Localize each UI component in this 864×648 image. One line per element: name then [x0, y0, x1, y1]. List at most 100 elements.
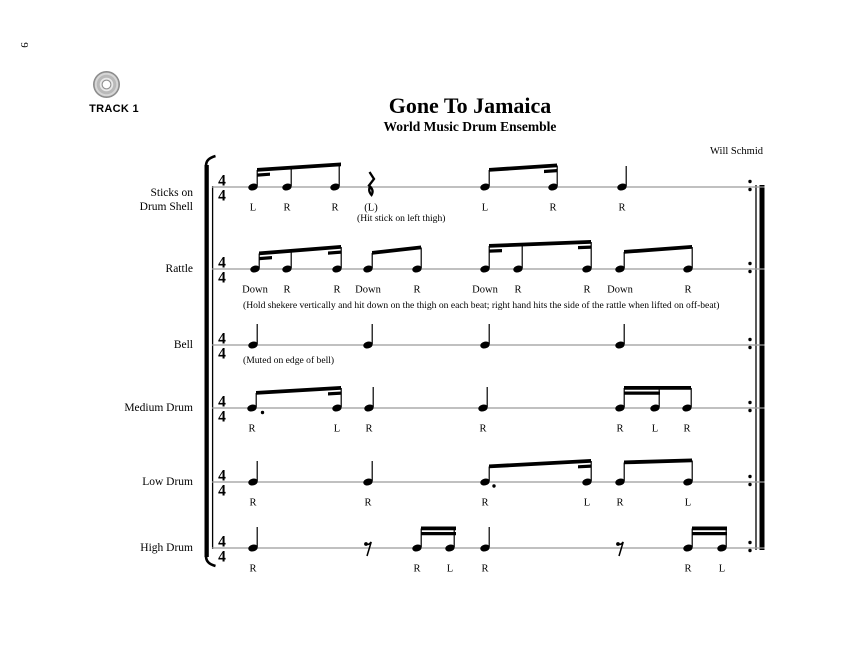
notehead — [480, 544, 490, 552]
repeat-dot — [748, 261, 752, 266]
notehead — [282, 265, 292, 273]
staff-label: Low Drum — [142, 476, 193, 488]
notehead — [478, 404, 488, 412]
repeat-dot — [748, 337, 752, 342]
beam-hook — [328, 250, 341, 255]
sticking-label: R — [413, 285, 420, 296]
time-signature-bottom: 4 — [218, 483, 226, 500]
sticking-label: R — [583, 285, 590, 296]
sticking-label: L — [334, 424, 340, 435]
staff-label: Medium Drum — [124, 402, 193, 414]
performance-note: (Muted on edge of bell) — [243, 355, 334, 366]
time-signature-bottom: 4 — [218, 270, 226, 287]
repeat-dot — [748, 540, 752, 545]
sticking-label: R — [481, 564, 488, 575]
performance-note: (Hit stick on left thigh) — [357, 213, 445, 224]
sticking-label: Down — [607, 285, 633, 296]
sticking-label: R — [249, 564, 256, 575]
track-label: TRACK 1 — [89, 103, 139, 115]
performance-note: (Hold shekere vertically and hit down on… — [243, 300, 719, 311]
notehead — [717, 544, 727, 552]
sticking-label: L — [447, 564, 453, 575]
notehead — [480, 265, 490, 273]
notehead — [548, 183, 558, 191]
bracket-tip-bottom — [204, 555, 216, 568]
sticking-label: R — [618, 203, 625, 214]
notehead — [332, 404, 342, 412]
sticking-label: R — [249, 498, 256, 509]
sticking-label: R — [248, 424, 255, 435]
quarter-rest — [367, 171, 376, 197]
staff-high-drum: High Drum 44 R R L R R L — [140, 526, 765, 575]
sticking-label: Down — [355, 285, 381, 296]
beam-hook — [489, 249, 502, 253]
sticking-label: Down — [472, 285, 498, 296]
staff-low-drum: Low Drum 44 R R R L R L — [142, 458, 765, 509]
time-signature-top: 4 — [218, 534, 226, 551]
notehead — [615, 478, 625, 486]
notehead — [363, 341, 373, 349]
beam-hook — [257, 172, 270, 177]
sticking-label: R — [333, 285, 340, 296]
sticking-label: R — [684, 285, 691, 296]
sticking-label: L — [584, 498, 590, 509]
sticking-label: R — [283, 203, 290, 214]
time-signature-top: 4 — [218, 394, 226, 411]
beam-hook — [544, 169, 557, 174]
beam — [624, 245, 692, 254]
staff-bell: Bell 44 (Muted on edge of bell) — [174, 324, 765, 366]
repeat-dot — [748, 269, 752, 274]
beam-hook — [624, 391, 660, 395]
repeat-dot — [748, 179, 752, 184]
staff-label: Sticks on — [151, 187, 194, 199]
time-signature-bottom: 4 — [218, 346, 226, 363]
time-signature-bottom: 4 — [218, 188, 226, 205]
beam — [421, 526, 456, 531]
sticking-label: R — [616, 498, 623, 509]
notehead — [363, 265, 373, 273]
sticking-label: R — [364, 498, 371, 509]
sticking-label: Down — [242, 285, 268, 296]
beam-hook — [421, 532, 456, 536]
notehead — [615, 265, 625, 273]
notehead — [683, 544, 693, 552]
ensemble-subtitle: World Music Drum Ensemble — [383, 119, 557, 134]
sticking-label: R — [616, 424, 623, 435]
staff-sticks-on-drum-shell: Sticks on Drum Shell 44 L R R L R R (L)(Hit stick… — [140, 162, 765, 224]
beam-hook — [692, 532, 727, 536]
time-signature-top: 4 — [218, 255, 226, 272]
notehead — [480, 478, 490, 486]
sticking-label: (L) — [364, 203, 378, 214]
notehead — [582, 478, 592, 486]
notehead — [248, 183, 258, 191]
piece-title: Gone To Jamaica — [388, 93, 552, 118]
beam — [624, 386, 691, 390]
notehead — [682, 404, 692, 412]
staff-label: Rattle — [166, 263, 193, 275]
cd-icon — [93, 71, 120, 98]
sticking-label: L — [482, 203, 488, 214]
sticking-label: L — [719, 564, 725, 575]
beam — [372, 245, 421, 255]
notehead — [412, 544, 422, 552]
repeat-dot — [748, 408, 752, 413]
sticking-label: R — [514, 285, 521, 296]
notehead — [480, 341, 490, 349]
notehead — [248, 478, 258, 486]
staff-label: Bell — [174, 339, 193, 351]
repeat-dot — [748, 345, 752, 350]
notehead — [480, 183, 490, 191]
beam — [489, 163, 557, 172]
time-signature-top: 4 — [218, 173, 226, 190]
repeat-dot — [748, 474, 752, 479]
notehead — [330, 183, 340, 191]
beam — [489, 459, 591, 469]
notehead — [683, 478, 693, 486]
sticking-label: L — [652, 424, 658, 435]
time-signature-bottom: 4 — [218, 409, 226, 426]
composer-credit: Will Schmid — [710, 146, 763, 157]
notehead — [615, 404, 625, 412]
beam-hook — [578, 464, 591, 469]
